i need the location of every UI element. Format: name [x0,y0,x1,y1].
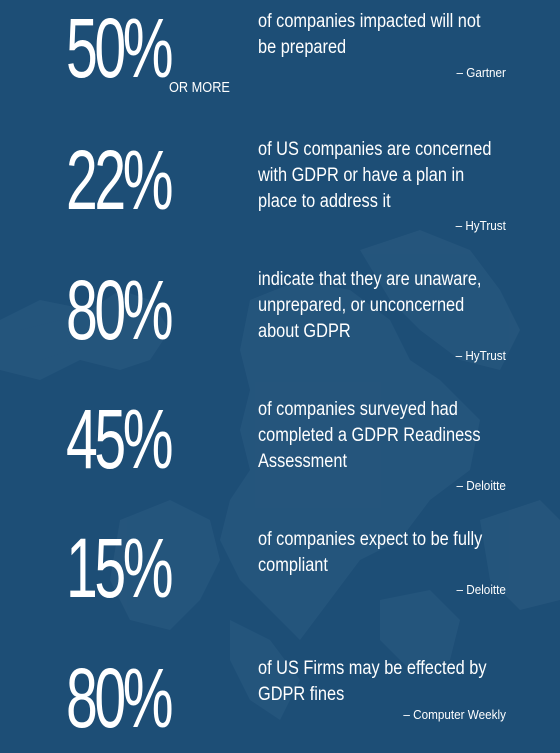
stat-description-line: of companies surveyed had [258,399,458,420]
stat-number: 15% [66,521,174,615]
stat-description-line: of companies expect to be fully [258,529,483,550]
stat-description-line: completed a GDPR Readiness [258,425,481,446]
stat-source: – Computer Weekly [403,707,506,722]
stat-source: – HyTrust [455,218,506,233]
stat-description-line: unprepared, or unconcerned [258,295,465,316]
stat-description-line: be prepared [258,37,347,58]
stat-description: of US companies are concerned with GDPR … [258,137,507,215]
stat-description: of companies impacted will not be prepar… [258,9,507,61]
stat-description-line: of US Firms may be effected by [258,658,487,679]
stat-source: – HyTrust [455,348,506,363]
stat-description: of companies surveyed had completed a GD… [258,397,507,475]
stat-description-line: Assessment [258,451,347,472]
stat-number: 80% [66,263,174,357]
stat-description-line: of US companies are concerned [258,139,492,160]
stat-description-line: compliant [258,555,328,576]
stat-source: – Deloitte [456,582,506,597]
stat-number: 45% [66,392,174,486]
stat-number-suffix: OR MORE [169,79,230,96]
stat-source: – Deloitte [456,478,506,493]
stat-description-line: place to address it [258,191,391,212]
stat-source: – Gartner [456,65,506,80]
stat-description-line: of companies impacted will not [258,11,481,32]
stat-number: 80% [66,651,174,745]
stat-description-line: indicate that they are unaware, [258,269,482,290]
stat-number: 22% [66,133,174,227]
stat-description: of companies expect to be fully complian… [258,527,507,579]
stat-number: 50% [66,1,174,95]
stat-description-line: GDPR fines [258,684,345,705]
stat-description: indicate that they are unaware, unprepar… [258,267,507,345]
stat-description-line: about GDPR [258,321,351,342]
stat-description-line: with GDPR or have a plan in [258,165,465,186]
stat-description: of US Firms may be effected by GDPR fine… [258,656,507,708]
